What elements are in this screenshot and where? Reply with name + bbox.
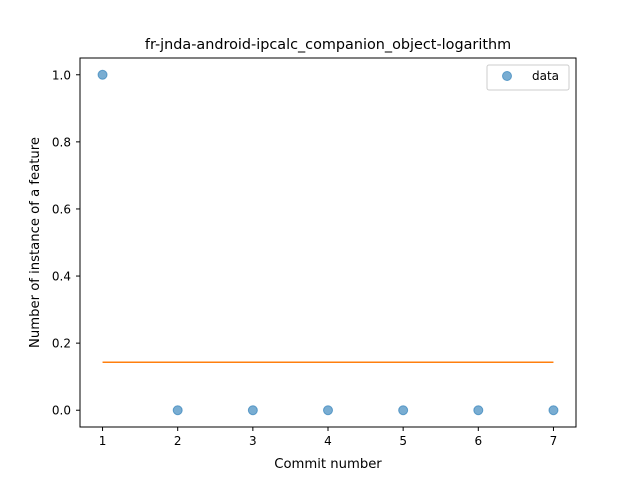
x-tick-label: 3 xyxy=(249,434,257,448)
legend: data xyxy=(486,64,570,91)
x-tick-label: 7 xyxy=(550,434,558,448)
legend-label-data: data xyxy=(532,69,559,83)
data-point xyxy=(172,405,183,416)
y-tick-label: 0.8 xyxy=(52,135,71,149)
y-tick-label: 1.0 xyxy=(52,68,71,82)
y-tick-label: 0.2 xyxy=(52,337,71,351)
x-tick-label: 6 xyxy=(474,434,482,448)
y-tick-label: 0.4 xyxy=(52,270,71,284)
y-axis-ticks: 0.0 0.2 0.4 0.6 0.8 1.0 xyxy=(52,68,80,418)
y-axis-label: Number of instance of a feature xyxy=(28,137,43,348)
data-point xyxy=(247,405,258,416)
data-point xyxy=(97,69,108,80)
data-point xyxy=(323,405,333,416)
x-axis-ticks: 1 2 3 4 5 6 7 xyxy=(99,427,558,448)
plot-frame xyxy=(79,57,577,428)
x-axis-label: Commit number xyxy=(274,457,382,472)
chart-title: fr-jnda-android-ipcalc_companion_object-… xyxy=(145,37,511,53)
x-tick-label: 4 xyxy=(324,434,332,448)
y-tick-label: 0.0 xyxy=(52,404,71,418)
data-point xyxy=(548,405,559,416)
x-tick-label: 2 xyxy=(174,434,182,448)
plot-area xyxy=(80,58,576,427)
legend-marker xyxy=(502,71,512,81)
series-layer xyxy=(97,69,559,416)
x-tick-label: 1 xyxy=(99,434,107,448)
y-tick-label: 0.6 xyxy=(52,202,71,216)
data-point xyxy=(398,405,409,416)
data-point xyxy=(473,405,484,416)
x-tick-label: 5 xyxy=(399,434,407,448)
